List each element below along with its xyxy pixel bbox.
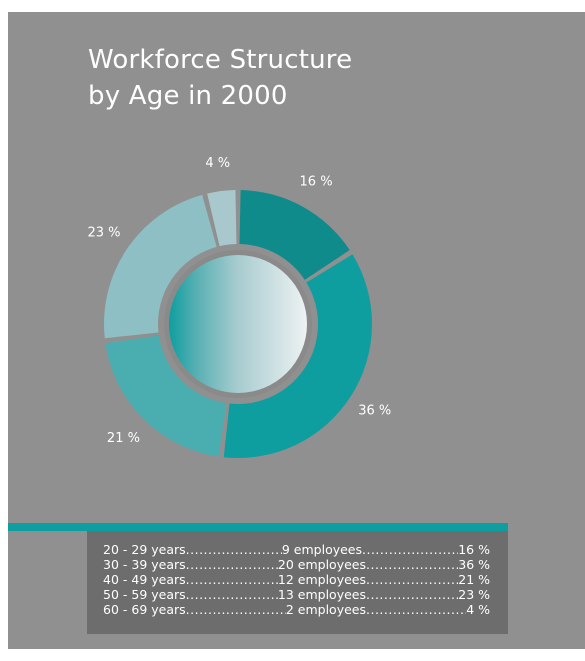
table-row: 50 - 59 years 13 employees 23 % [103, 587, 490, 602]
percentage: 16 % [458, 542, 490, 557]
pie-slice [103, 194, 217, 339]
age-range: 50 - 59 years [103, 587, 186, 602]
age-range: 20 - 29 years [103, 542, 186, 557]
age-range: 30 - 39 years [103, 557, 186, 572]
pie-slice [207, 190, 237, 247]
percentage: 4 % [466, 602, 490, 617]
leader-dots [362, 542, 458, 557]
employee-count: 12 employees [277, 572, 366, 587]
leader-dots [366, 602, 466, 617]
leader-dots [186, 557, 278, 572]
slice-label: 36 % [358, 403, 391, 418]
accent-bar [8, 523, 508, 531]
slice-label: 23 % [87, 225, 120, 240]
percentage: 23 % [458, 587, 490, 602]
leader-dots [366, 572, 458, 587]
employee-count: 20 employees [277, 557, 366, 572]
donut-chart: 16 % 36 % 21 % 23 % 4 % [87, 156, 391, 458]
table-row: 60 - 69 years 2 employees 4 % [103, 602, 490, 617]
pie-slice [105, 335, 227, 457]
title-line-2: by Age in 2000 [88, 81, 288, 111]
table-row: 30 - 39 years 20 employees 36 % [103, 557, 490, 572]
percentage: 21 % [458, 572, 490, 587]
leader-dots [186, 587, 278, 602]
leader-dots [366, 557, 458, 572]
leader-dots [186, 572, 278, 587]
employee-count: 13 employees [277, 587, 366, 602]
title-line-1: Workforce Structure [88, 45, 353, 75]
slice-label: 16 % [300, 175, 333, 190]
leader-dots [186, 542, 282, 557]
age-range: 40 - 49 years [103, 572, 186, 587]
percentage: 36 % [458, 557, 490, 572]
pie-slice [239, 190, 350, 280]
age-range: 60 - 69 years [103, 602, 186, 617]
donut-center [169, 255, 307, 393]
table-row: 40 - 49 years 12 employees 21 % [103, 572, 490, 587]
slice-label: 4 % [205, 156, 230, 171]
employee-count: 9 employees [281, 542, 363, 557]
table-row: 20 - 29 years 9 employees 16 % [103, 542, 490, 557]
pie-slice [223, 254, 372, 458]
chart-title: Workforce Structure by Age in 2000 [88, 42, 352, 114]
chart-panel: Workforce Structure by Age in 2000 16 % 3… [8, 12, 585, 649]
employee-count: 2 employees [285, 602, 366, 617]
table-rows: 20 - 29 years 9 employees 16 % 30 - 39 y… [103, 542, 490, 617]
data-table: 20 - 29 years 9 employees 16 % 30 - 39 y… [87, 531, 508, 634]
leader-dots [186, 602, 286, 617]
leader-dots [366, 587, 458, 602]
slice-label: 21 % [107, 431, 140, 446]
